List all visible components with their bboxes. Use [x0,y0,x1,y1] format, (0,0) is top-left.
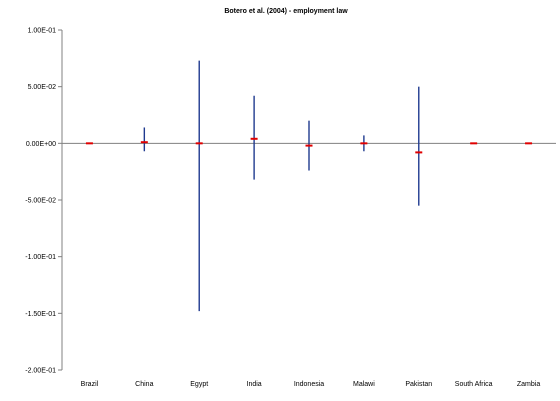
chart-title: Botero et al. (2004) - employment law [224,8,348,15]
x-tick-label: Egypt [190,381,208,388]
x-tick-label: Pakistan [405,381,432,388]
y-tick-label: 0.00E+00 [26,141,56,148]
y-tick-label: -1.50E-01 [25,311,56,318]
y-tick-label: -5.00E-02 [25,198,56,205]
axes [58,29,556,371]
x-tick-label: Indonesia [294,381,324,388]
x-tick-labels: Brazil China Egypt India Indonesia Malawi Paki… [81,381,541,388]
x-tick-label: Malawi [353,381,375,388]
x-tick-label: Zambia [517,381,540,388]
x-tick-label: India [247,381,262,388]
x-tick-label: China [135,381,153,388]
y-tick-labels: 1.00E-01 5.00E-02 0.00E+00 -5.00E-02 -1.00E-… [25,28,56,375]
x-tick-label: South Africa [455,381,493,388]
data-marks [85,60,533,312]
x-tick-label: Brazil [81,381,99,388]
y-tick-label: -1.00E-01 [25,254,56,261]
y-tick-label: 1.00E-01 [28,28,57,35]
y-tick-label: 5.00E-02 [28,84,57,91]
y-tick-label: -2.00E-01 [25,368,56,375]
